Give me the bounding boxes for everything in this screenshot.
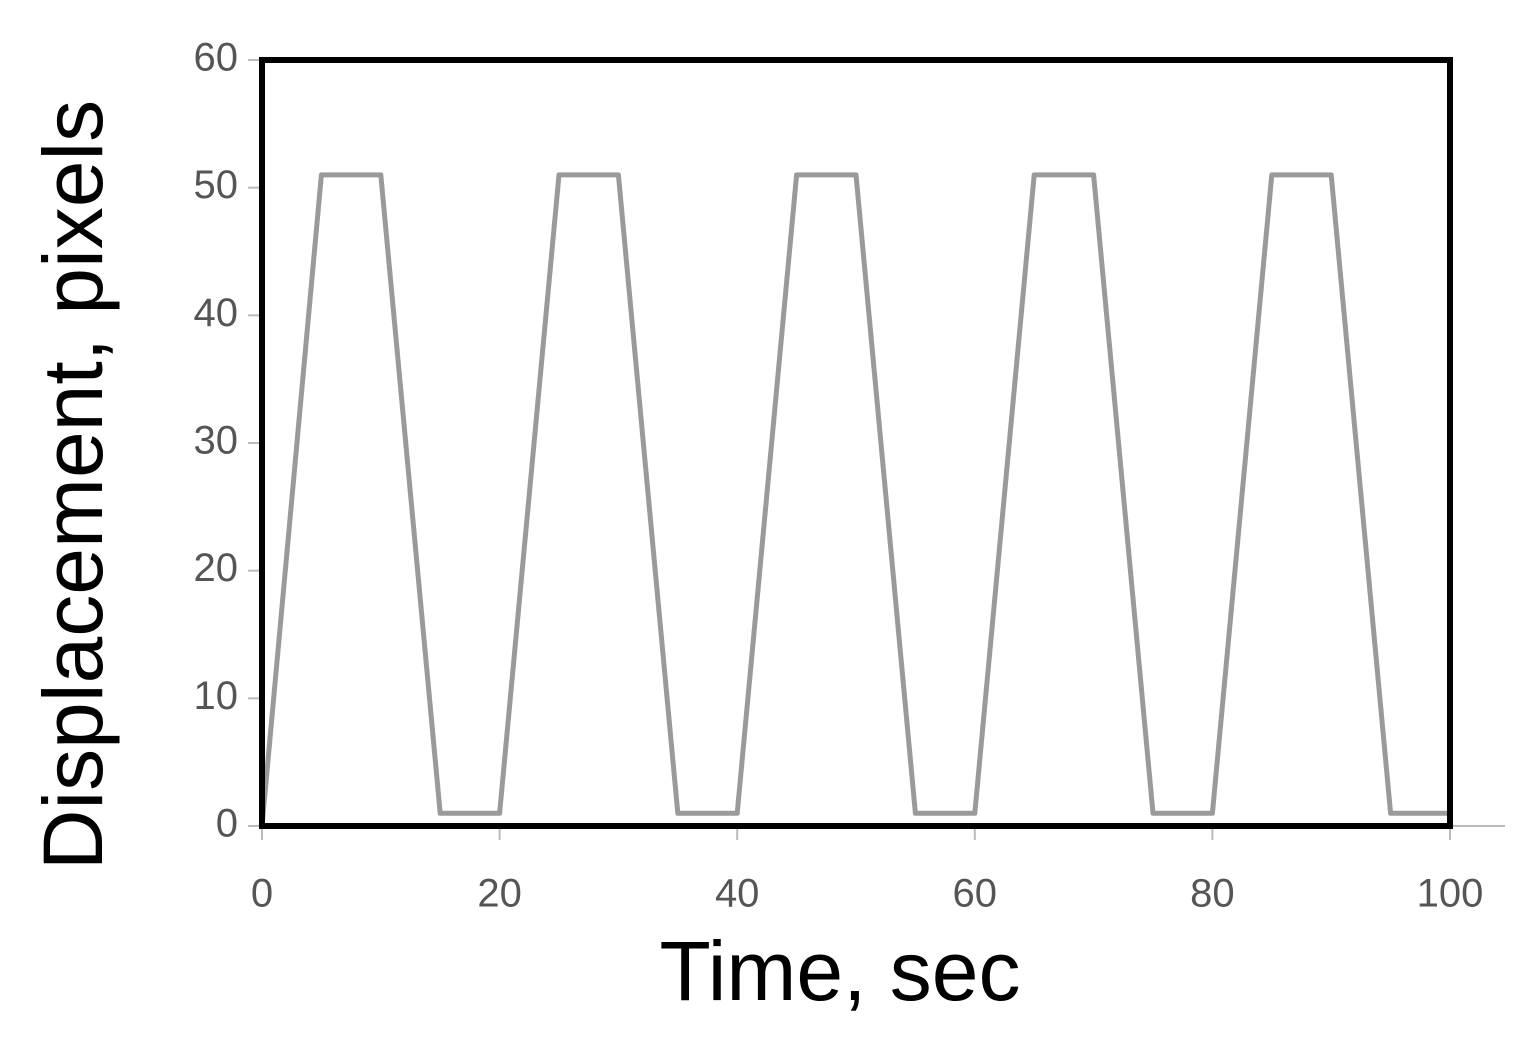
y-tick-label: 50 — [194, 163, 239, 207]
x-axis-title: Time, sec — [660, 924, 1021, 1018]
y-tick-label: 40 — [194, 291, 239, 335]
y-tick-label: 20 — [194, 546, 239, 590]
x-tick-label: 0 — [251, 872, 273, 916]
y-tick-label: 30 — [194, 419, 239, 463]
x-tick-label: 100 — [1417, 872, 1484, 916]
x-tick-label: 60 — [953, 872, 998, 916]
y-axis-title: Displacement, pixels — [26, 100, 120, 870]
y-tick-label: 60 — [194, 36, 239, 80]
data-line — [259, 172, 1450, 827]
y-tick-label: 0 — [216, 802, 238, 846]
x-tick-label: 80 — [1190, 872, 1235, 916]
y-tick-label: 10 — [194, 674, 239, 718]
plot-frame — [259, 57, 1453, 829]
x-tick-label: 20 — [477, 872, 522, 916]
x-tick-label: 40 — [715, 872, 760, 916]
